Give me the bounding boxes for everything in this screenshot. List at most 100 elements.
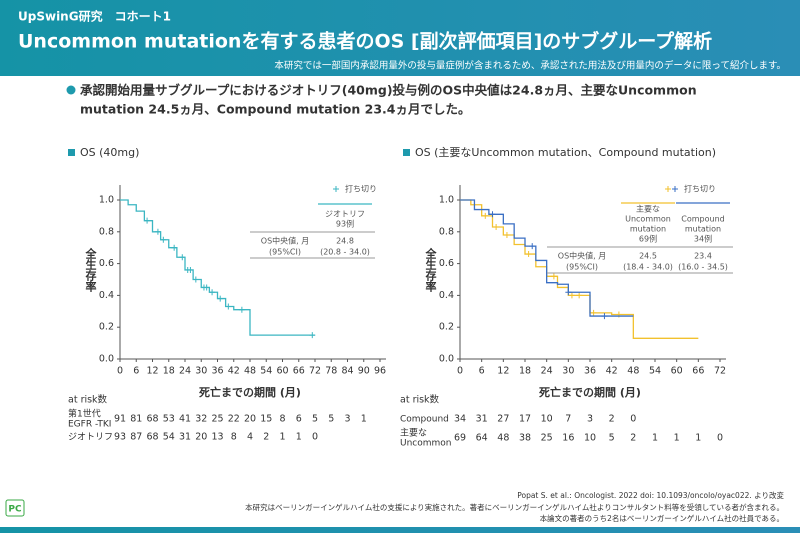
chart-title: OS (40mg) xyxy=(80,146,139,159)
median-ci: (20.8 - 34.0) xyxy=(320,248,370,257)
censor-mark xyxy=(493,224,500,231)
median-ci: (16.0 - 34.5) xyxy=(678,263,728,272)
risk-title: at risk数 xyxy=(400,394,440,406)
censor-mark xyxy=(503,231,510,238)
x-tick-label: 12 xyxy=(146,366,158,377)
risk-value: 68 xyxy=(146,432,158,443)
x-tick-label: 36 xyxy=(211,366,223,377)
risk-title: at risk数 xyxy=(68,394,108,406)
risk-value: 64 xyxy=(476,433,488,444)
x-tick-label: 54 xyxy=(260,366,272,377)
x-tick-label: 0 xyxy=(117,366,123,377)
censor-mark xyxy=(309,332,316,339)
study-label: UpSwinG研究 コホート1 xyxy=(18,9,171,24)
chart-title: OS (主要なUncommon mutation、Compound mutati… xyxy=(415,146,716,159)
median-value: 24.8 xyxy=(336,237,354,246)
y-tick-label: 0.4 xyxy=(99,290,114,301)
x-tick-label: 36 xyxy=(584,366,596,377)
censor-mark xyxy=(576,292,583,299)
censor-mark xyxy=(187,266,194,273)
risk-value: 27 xyxy=(497,414,509,425)
censor-mark xyxy=(217,295,224,302)
header-note: 本研究では一部国内承認用量外の投与量症例が含まれるため、承認された用法及び用量内… xyxy=(274,60,786,72)
risk-value: 17 xyxy=(519,414,531,425)
risk-value: 54 xyxy=(163,432,175,443)
slide-title: Uncommon mutationを有する患者のOS [副次評価項目]のサブグル… xyxy=(18,30,712,53)
risk-value: 13 xyxy=(211,432,223,443)
table-row-label: (95%CI) xyxy=(269,248,301,257)
risk-value: 87 xyxy=(130,432,142,443)
risk-value: 31 xyxy=(476,414,488,425)
x-tick-label: 24 xyxy=(179,366,191,377)
median-value: 23.4 xyxy=(694,252,712,261)
x-tick-label: 18 xyxy=(163,366,175,377)
logo: PC xyxy=(8,505,22,515)
censor-mark xyxy=(482,212,489,219)
censor-mark xyxy=(203,284,210,291)
risk-value: 1 xyxy=(296,432,302,443)
x-tick-label: 0 xyxy=(457,366,463,377)
risk-value: 15 xyxy=(260,414,272,425)
risk-value: 5 xyxy=(312,414,318,425)
risk-value: 16 xyxy=(562,433,574,444)
risk-value: 91 xyxy=(114,414,126,425)
y-tick-label: 0.0 xyxy=(99,354,114,365)
median-ci: (18.4 - 34.0) xyxy=(623,263,673,272)
legend-marker xyxy=(665,186,671,192)
km-curve xyxy=(460,199,634,317)
risk-row-label: 主要な xyxy=(400,427,427,439)
censor-mark xyxy=(179,254,186,261)
footer-line: 本論文の著者のうち2名はベーリンガーインゲルハイム社の社員である。 xyxy=(540,513,784,523)
risk-value: 0 xyxy=(312,432,318,443)
censor-mark xyxy=(590,309,597,316)
table-header: Compound xyxy=(681,215,724,224)
risk-value: 8 xyxy=(231,432,237,443)
risk-row-label: EGFR -TKI xyxy=(68,420,111,430)
risk-value: 41 xyxy=(179,414,191,425)
legend-marker xyxy=(333,186,339,192)
risk-value: 5 xyxy=(328,414,334,425)
header-band xyxy=(0,0,800,76)
table-n: 69例 xyxy=(639,234,657,244)
risk-value: 22 xyxy=(228,414,240,425)
footer-line: Popat S. et al.: Oncologist. 2022 doi: 1… xyxy=(517,490,784,500)
x-tick-label: 84 xyxy=(341,366,353,377)
x-tick-label: 48 xyxy=(627,366,639,377)
risk-value: 1 xyxy=(695,433,701,444)
x-tick-label: 30 xyxy=(195,366,207,377)
table-row-label: OS中央値, 月 xyxy=(558,251,606,261)
y-tick-label: 0.0 xyxy=(439,354,454,365)
risk-value: 4 xyxy=(247,432,253,443)
risk-value: 2 xyxy=(630,433,636,444)
y-axis-label: 全生存率 xyxy=(84,247,98,293)
x-axis-label: 死亡までの期間 (月) xyxy=(199,385,301,399)
risk-value: 8 xyxy=(279,414,285,425)
censor-mark xyxy=(209,289,216,296)
risk-value: 25 xyxy=(541,433,553,444)
y-tick-label: 1.0 xyxy=(439,195,454,206)
risk-value: 2 xyxy=(263,432,269,443)
censor-mark xyxy=(160,236,167,243)
x-tick-label: 48 xyxy=(244,366,256,377)
x-tick-label: 6 xyxy=(133,366,139,377)
censor-mark xyxy=(550,273,557,280)
y-tick-label: 0.4 xyxy=(439,290,454,301)
x-tick-label: 72 xyxy=(309,366,321,377)
x-tick-label: 30 xyxy=(562,366,574,377)
risk-value: 1 xyxy=(361,414,367,425)
censor-mark xyxy=(525,251,532,258)
risk-value: 93 xyxy=(114,432,126,443)
legend-marker xyxy=(672,186,678,192)
y-tick-label: 0.6 xyxy=(439,258,454,269)
risk-row-label: Uncommon xyxy=(400,439,452,449)
table-header: mutation xyxy=(630,225,666,234)
x-tick-label: 60 xyxy=(276,366,288,377)
table-n: 34例 xyxy=(694,234,712,244)
y-tick-label: 1.0 xyxy=(99,195,114,206)
risk-value: 3 xyxy=(587,414,593,425)
title-marker xyxy=(68,149,75,156)
risk-value: 1 xyxy=(279,432,285,443)
x-tick-label: 12 xyxy=(497,366,509,377)
legend-label: 打ち切り xyxy=(345,184,377,194)
